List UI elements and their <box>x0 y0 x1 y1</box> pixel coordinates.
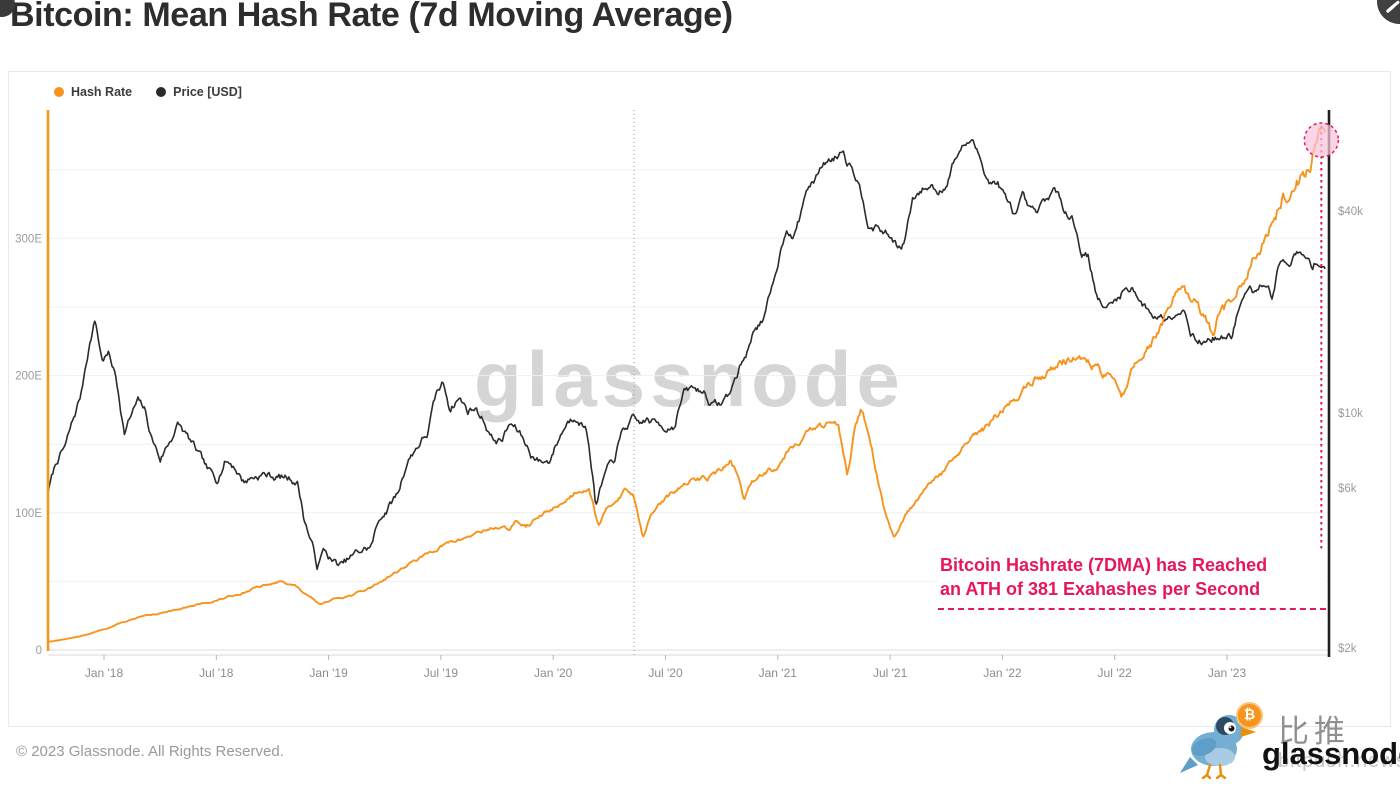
bitui-chinese-logo: 比推 <box>1278 714 1350 750</box>
series-lines <box>48 125 1327 643</box>
legend-label-hash-rate: Hash Rate <box>71 85 133 99</box>
legend-label-price: Price [USD] <box>173 85 242 99</box>
ath-highlight-circle <box>1303 122 1340 158</box>
y-right-tick-label: $40k <box>1338 206 1363 218</box>
page-title: Bitcoin: Mean Hash Rate (7d Moving Avera… <box>10 0 733 34</box>
chart-card <box>8 71 1391 727</box>
x-axis-tick-label: Jan '21 <box>759 666 798 680</box>
hash-rate-line <box>48 125 1327 643</box>
x-axis-tick-label: Jan '18 <box>85 666 124 680</box>
bitpush-glassnode-branding: ₿ 比推 bitpush.news glassnode <box>1170 696 1400 786</box>
x-axis-tick-label: Jul '21 <box>873 666 908 680</box>
glassnode-logo-text: glassnode <box>1262 736 1400 771</box>
glassnode-watermark: glassnode <box>474 335 905 423</box>
ath-annotation-line1: Bitcoin Hashrate (7DMA) has Reached <box>940 555 1268 575</box>
y-left-tick-label: 100E <box>15 508 42 520</box>
x-axis-tick-label: Jul '18 <box>199 666 234 680</box>
chart-legend: Hash Rate Price [USD] <box>54 85 242 99</box>
y-left-tick-label: 0 <box>36 645 42 657</box>
ath-annotation: Bitcoin Hashrate (7DMA) has Reached an A… <box>938 551 1326 610</box>
x-axis-tick-label: Jan '23 <box>1208 666 1247 680</box>
y-left-tick-label: 200E <box>15 371 42 383</box>
bitcoin-coin-icon: ₿ <box>1236 702 1263 729</box>
y-right-tick-label: $2k <box>1338 643 1357 655</box>
ath-annotation-line2: an ATH of 381 Exahashes per Second <box>940 579 1261 599</box>
cursor-blob-icon <box>0 0 15 17</box>
x-axis-tick-label: Jan '19 <box>309 666 348 680</box>
copyright-text: © 2023 Glassnode. All Rights Reserved. <box>16 743 284 760</box>
x-axis-tick-label: Jan '22 <box>983 666 1022 680</box>
twitter-bird-with-bitcoin-icon <box>1180 715 1256 779</box>
x-axis-tick-label: Jul '22 <box>1098 666 1133 680</box>
price-line <box>48 139 1326 571</box>
x-axis-tick-label: Jul '19 <box>424 666 459 680</box>
y-right-tick-label: $10k <box>1338 408 1363 420</box>
hash-rate-dot-icon <box>54 87 64 97</box>
legend-item-price[interactable]: Price [USD] <box>156 85 242 99</box>
legend-item-hash-rate[interactable]: Hash Rate <box>54 85 132 99</box>
x-axis-tick-label: Jan '20 <box>534 666 573 680</box>
axis-labels: 300E 200E 100E 0 $40k $10k $6k $2k Jan '18 Jul '1… <box>15 206 1363 680</box>
y-right-tick-label: $6k <box>1338 483 1357 495</box>
close-icon <box>1385 4 1396 14</box>
bitpush-news-ghost-text: bitpush.news <box>1278 750 1400 772</box>
y-left-tick-label: 300E <box>15 233 42 245</box>
x-axis-tick-label: Jul '20 <box>648 666 683 680</box>
price-dot-icon <box>156 87 167 97</box>
